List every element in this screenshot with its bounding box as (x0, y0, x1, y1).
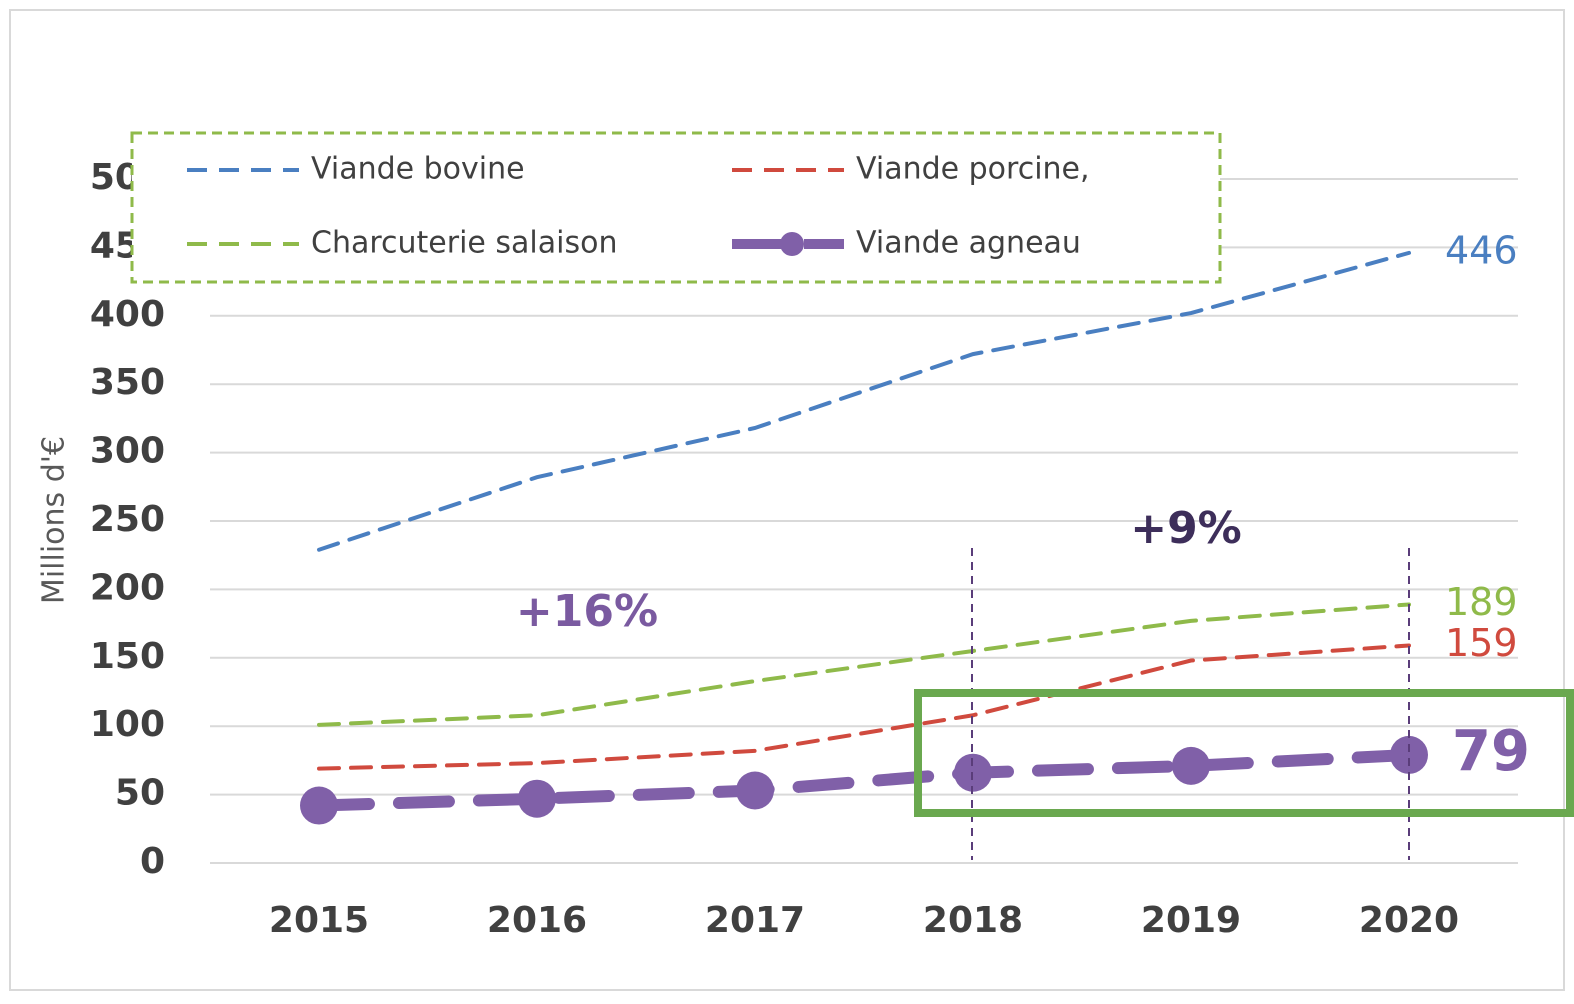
legend-box (130, 131, 1222, 284)
y-tick-label: 300 (90, 431, 165, 472)
series-line (317, 250, 1411, 552)
series-line (313, 748, 1415, 812)
series-line (317, 602, 1411, 727)
y-tick-label: 0 (140, 841, 165, 882)
data-point (518, 779, 556, 818)
chart-frame (9, 9, 1565, 991)
data-point (1390, 735, 1428, 774)
highlight-box (914, 689, 1574, 817)
y-tick-label: 150 (90, 636, 165, 677)
x-tick-label: 2016 (487, 900, 587, 941)
annotation: +9% (1130, 503, 1242, 554)
y-tick-label: 200 (90, 567, 165, 608)
data-label: 446 (1445, 228, 1518, 272)
x-tick-label: 2020 (1359, 900, 1459, 941)
legend-marker (780, 232, 804, 256)
y-tick-label: 250 (90, 499, 165, 540)
y-tick-label: 50 (115, 773, 165, 814)
y-tick-label: 100 (90, 704, 165, 745)
legend-label: Viande agneau (856, 226, 1081, 261)
annotation: +16% (516, 586, 658, 637)
legend-label: Viande porcine, (856, 152, 1090, 187)
y-axis-label: Millions d'€ (37, 436, 72, 604)
x-tick-label: 2017 (705, 900, 805, 941)
y-tick-label: 400 (90, 294, 165, 335)
x-tick-label: 2019 (1141, 900, 1241, 941)
data-label: 189 (1445, 580, 1518, 624)
legend-label: Viande bovine (311, 152, 525, 187)
data-point (736, 771, 774, 810)
x-tick-label: 2015 (269, 900, 369, 941)
data-point (300, 786, 338, 825)
data-label: 79 (1452, 719, 1530, 784)
series-line (317, 643, 1411, 771)
data-point (1172, 746, 1210, 785)
legend-label: Charcuterie salaison (311, 226, 617, 261)
y-tick-label: 350 (90, 362, 165, 403)
data-label: 159 (1445, 621, 1518, 665)
x-tick-label: 2018 (923, 900, 1023, 941)
